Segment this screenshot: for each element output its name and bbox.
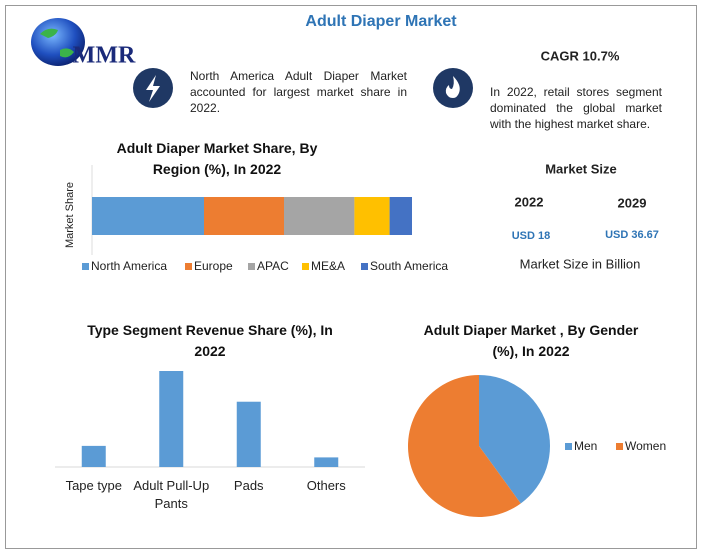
cagr: CAGR 10.7%: [541, 48, 620, 63]
bar: [81, 445, 106, 467]
bar-segment: [284, 197, 355, 235]
logo-land: [40, 28, 74, 58]
page-title: Adult Diaper Market: [305, 13, 457, 30]
market-value: USD 36.67: [605, 229, 659, 241]
bar: [159, 371, 184, 467]
icon-flame: [445, 76, 460, 98]
bar: [314, 457, 339, 467]
chart-title: Type Segment Revenue Share (%), In 2022: [87, 322, 333, 359]
x-tick-label: Others: [306, 478, 346, 493]
legend-label: South America: [370, 259, 448, 273]
year: 2022: [515, 194, 544, 209]
bar: [236, 401, 261, 467]
legend-label: Women: [625, 439, 666, 453]
chart-title: Adult Diaper Market , By Gender (%), In …: [423, 322, 639, 359]
legend-label: Europe: [194, 259, 233, 273]
legend-swatch: [302, 263, 309, 270]
frame: [5, 5, 697, 549]
x-tick-label: Pads: [233, 478, 264, 493]
logo-text: MMR: [73, 43, 136, 69]
x-tick-label: Tape type: [65, 478, 122, 493]
legend-label: Men: [574, 439, 597, 453]
legend-label: ME&A: [311, 259, 345, 273]
bar-segment: [92, 197, 204, 235]
market-size-note: Market Size in Billion: [520, 256, 641, 271]
chart-title: Adult Diaper Market Share, By Region (%)…: [116, 140, 318, 177]
market-value: USD 18: [512, 230, 551, 242]
market-size-title: Market Size: [545, 161, 617, 176]
bar-segment: [204, 197, 284, 235]
legend-swatch: [248, 263, 255, 270]
x-tick-label: Adult Pull-Up Pants: [133, 478, 210, 511]
legend-swatch: [361, 263, 368, 270]
year: 2029: [618, 195, 647, 210]
legend-swatch: [565, 443, 572, 450]
legend-swatch: [82, 263, 89, 270]
bar-segment: [354, 197, 390, 235]
highlight-text: North America Adult Diaper Market accoun…: [190, 69, 407, 115]
bar-segment: [389, 197, 412, 235]
legend-label: APAC: [257, 259, 289, 273]
pie-slice: [408, 375, 521, 517]
legend-swatch: [616, 443, 623, 450]
legend-label: North America: [91, 259, 167, 273]
icon-bolt: [146, 75, 160, 102]
y-axis-label: Market Share: [64, 182, 76, 248]
pie-slice: [479, 375, 550, 504]
legend-swatch: [185, 263, 192, 270]
highlight-text: In 2022, retail stores segment dominated…: [490, 85, 662, 131]
